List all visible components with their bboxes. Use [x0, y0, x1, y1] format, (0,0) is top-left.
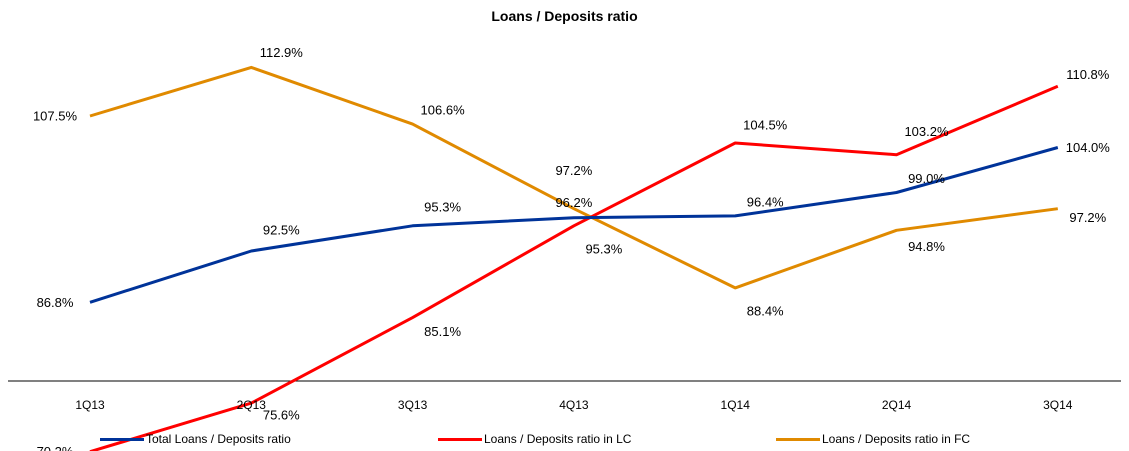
x-tick-label: 3Q14	[1043, 398, 1073, 412]
x-tick-label: 3Q13	[398, 398, 428, 412]
x-tick-label: 1Q13	[75, 398, 105, 412]
data-label: 85.1%	[424, 324, 461, 339]
data-label: 86.8%	[37, 295, 74, 310]
legend: Total Loans / Deposits ratio Loans / Depo…	[0, 432, 1129, 450]
data-label: 104.0%	[1066, 140, 1111, 155]
legend-swatch	[438, 437, 482, 441]
data-label: 97.2%	[1069, 210, 1106, 225]
chart-title: Loans / Deposits ratio	[491, 8, 638, 24]
data-label: 96.4%	[747, 194, 784, 209]
data-label: 103.2%	[904, 124, 949, 139]
legend-label: Loans / Deposits ratio in FC	[822, 432, 971, 446]
x-tick-label: 2Q14	[882, 398, 912, 412]
legend-swatch	[100, 437, 144, 441]
data-label: 95.3%	[585, 241, 622, 256]
x-tick-label: 2Q13	[237, 398, 267, 412]
legend-swatch	[776, 437, 820, 441]
series-layer	[89, 65, 1059, 451]
data-label: 106.6%	[421, 103, 466, 118]
data-label: 112.9%	[260, 45, 304, 60]
data-label: 88.4%	[747, 303, 784, 318]
legend-item: Loans / Deposits ratio in FC	[776, 432, 970, 446]
series-line-2	[89, 84, 1059, 451]
data-label: 104.5%	[743, 118, 788, 133]
x-tick-label: 4Q13	[559, 398, 589, 412]
data-label: 107.5%	[33, 109, 78, 124]
data-label-layer: 86.8% 92.5% 95.3% 96.2% 96.4% 99.0% 104.0% 70.2…	[33, 45, 1110, 451]
legend-label: Total Loans / Deposits ratio	[146, 432, 291, 446]
data-label: 94.8%	[908, 239, 945, 254]
data-label: 97.2%	[555, 163, 592, 178]
data-label: 70.2%	[37, 444, 74, 451]
data-label: 110.8%	[1066, 67, 1110, 82]
data-label: 92.5%	[263, 223, 300, 238]
data-label: 96.2%	[555, 195, 592, 210]
data-label: 75.6%	[263, 408, 300, 423]
data-label: 95.3%	[424, 199, 461, 214]
data-label: 99.0%	[908, 171, 945, 186]
x-tick-label: 1Q14	[721, 398, 751, 412]
legend-label: Loans / Deposits ratio in LC	[484, 432, 632, 446]
legend-item: Total Loans / Deposits ratio	[100, 432, 291, 446]
x-tick-layer: 1Q13 2Q13 3Q13 4Q13 1Q14 2Q14 3Q14	[75, 398, 1072, 412]
legend-item: Loans / Deposits ratio in LC	[438, 432, 631, 446]
